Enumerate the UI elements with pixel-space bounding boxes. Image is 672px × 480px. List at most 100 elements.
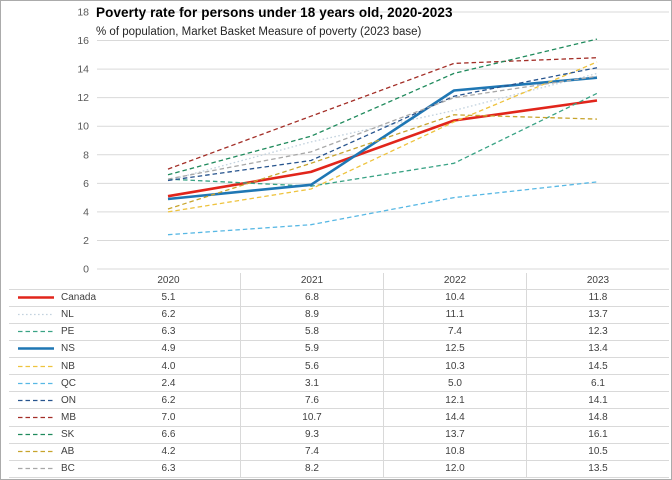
series-line-nl: [167, 72, 598, 182]
series-row-label: SK: [9, 427, 97, 444]
legend-line-swatch-on: [18, 399, 54, 402]
series-line-ns: [167, 76, 598, 201]
y-axis-tick-label: 14: [77, 64, 89, 76]
value-cell: 10.5: [526, 443, 669, 461]
series-line-sk: [167, 38, 598, 176]
series-name: NB: [61, 360, 75, 372]
series-line-qc: [167, 181, 598, 236]
legend-line-swatch-pe: [18, 331, 54, 333]
value-cell: 6.3: [97, 461, 240, 479]
value-cell: 14.4: [383, 409, 526, 427]
value-cell: 5.9: [240, 340, 383, 359]
value-cell: 6.3: [97, 324, 240, 341]
value-cell: 14.1: [526, 392, 669, 410]
table-corner-cell: [9, 273, 97, 290]
y-axis-tick-label: 8: [83, 149, 89, 161]
y-axis-tick-label: 6: [83, 178, 89, 190]
series-row-label: QC: [9, 375, 97, 393]
value-cell: 10.3: [383, 358, 526, 376]
series-name: QC: [61, 377, 76, 389]
value-cell: 14.5: [526, 358, 669, 376]
chart-subtitle: % of population, Market Basket Measure o…: [96, 26, 422, 38]
value-cell: 5.0: [383, 375, 526, 393]
value-cell: 6.1: [526, 375, 669, 393]
value-cell: 5.6: [240, 358, 383, 376]
value-cell: 16.1: [526, 426, 669, 444]
value-cell: 8.2: [240, 460, 383, 479]
series-name: BC: [61, 463, 75, 475]
value-cell: 13.4: [526, 340, 669, 359]
legend-line-swatch-nb: [18, 365, 54, 367]
series-row-label: AB: [9, 444, 97, 461]
value-cell: 5.1: [97, 290, 240, 307]
series-row-label: ON: [9, 392, 97, 410]
legend-line-swatch-sk: [18, 434, 54, 436]
value-cell: 7.6: [240, 392, 383, 410]
data-table: 2020 2021 2022 2023 Canada 5.1 6.8 10.4 11.8 NL 6.…: [9, 273, 669, 479]
legend-line-swatch-mb: [18, 416, 54, 419]
series-line-pe: [167, 92, 598, 187]
value-cell: 4.9: [97, 341, 240, 359]
value-cell: 6.6: [97, 427, 240, 444]
legend-line-swatch-bc: [18, 468, 54, 470]
value-cell: 11.1: [383, 306, 526, 324]
series-row-label: NB: [9, 358, 97, 376]
series-name: MB: [61, 412, 76, 424]
series-row-label: MB: [9, 409, 97, 427]
y-axis-tick-label: 18: [77, 7, 89, 19]
series-row-label: NS: [9, 341, 97, 359]
legend-line-swatch-qc: [18, 382, 54, 384]
value-cell: 9.3: [240, 426, 383, 444]
chart-title: Poverty rate for persons under 18 years …: [96, 5, 453, 20]
y-axis-tick-label: 10: [77, 121, 89, 133]
value-cell: 2.4: [97, 375, 240, 393]
value-cell: 13.7: [383, 426, 526, 444]
value-cell: 7.4: [383, 323, 526, 341]
series-name: NS: [61, 343, 75, 355]
value-cell: 14.8: [526, 409, 669, 427]
value-cell: 6.8: [240, 289, 383, 307]
y-axis-tick-label: 0: [83, 264, 89, 274]
value-cell: 5.8: [240, 323, 383, 341]
value-cell: 13.5: [526, 460, 669, 479]
year-header: 2022: [383, 273, 526, 290]
line-chart: 0 2 4 6 8 10 12 14 16 18: [77, 7, 669, 274]
series-line-mb: [167, 57, 598, 170]
legend-line-swatch-ab: [18, 451, 54, 453]
value-cell: 6.2: [97, 307, 240, 324]
series-name: Canada: [61, 292, 97, 304]
series-row-label: PE: [9, 324, 97, 341]
value-cell: 11.8: [526, 289, 669, 307]
value-cell: 10.8: [383, 443, 526, 461]
series-name: SK: [61, 429, 75, 441]
value-cell: 6.2: [97, 392, 240, 410]
value-cell: 13.7: [526, 306, 669, 324]
year-header: 2023: [526, 273, 669, 290]
year-header: 2020: [97, 273, 240, 290]
y-axis-tick-label: 2: [83, 235, 89, 247]
value-cell: 12.0: [383, 460, 526, 479]
legend-line-swatch-ns: [18, 347, 54, 351]
series-name: ON: [61, 394, 76, 406]
value-cell: 8.9: [240, 306, 383, 324]
value-cell: 10.7: [240, 409, 383, 427]
value-cell: 12.5: [383, 340, 526, 359]
value-cell: 7.0: [97, 409, 240, 427]
value-cell: 4.0: [97, 358, 240, 376]
year-header: 2021: [240, 273, 383, 290]
series-line-canada: [167, 99, 598, 198]
value-cell: 12.1: [383, 392, 526, 410]
series-row-label: NL: [9, 307, 97, 324]
series-line-bc: [167, 75, 598, 180]
value-cell: 12.3: [526, 323, 669, 341]
series-row-label: BC: [9, 461, 97, 479]
value-cell: 3.1: [240, 375, 383, 393]
y-axis-tick-label: 12: [77, 92, 89, 104]
series-row-label: Canada: [9, 290, 97, 307]
value-cell: 4.2: [97, 444, 240, 461]
legend-line-swatch-canada: [18, 296, 54, 299]
series-name: AB: [61, 446, 75, 458]
y-axis-tick-label: 4: [83, 206, 89, 218]
y-axis-tick-label: 16: [77, 35, 89, 47]
